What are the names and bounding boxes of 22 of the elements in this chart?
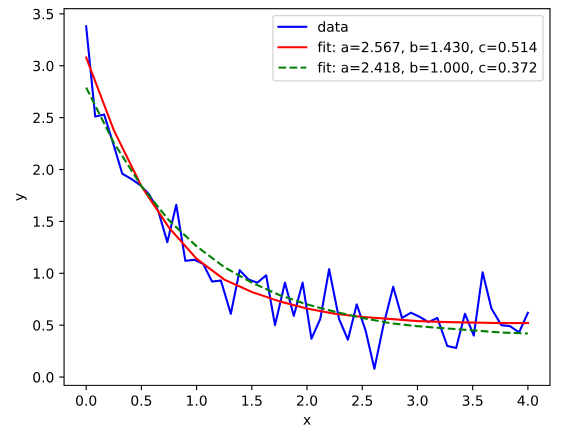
x-axis-title: x xyxy=(303,417,311,425)
legend-label: fit: a=2.418, b=1.000, c=0.372 xyxy=(318,62,536,74)
x-tick-label: 2.0 xyxy=(297,395,318,406)
y-tick-label: 2.0 xyxy=(33,164,54,175)
x-tick-label: 3.0 xyxy=(407,395,428,406)
y-axis-title: y xyxy=(16,193,27,201)
x-tick-label: 1.0 xyxy=(187,395,207,406)
y-tick-label: 1.0 xyxy=(34,268,54,279)
y-tick-label: 3.5 xyxy=(33,8,54,20)
x-tick-label: 2.5 xyxy=(352,395,372,406)
legend-label: fit: a=2.567, b=1.430, c=0.514 xyxy=(318,42,537,54)
x-tick-label: 0.0 xyxy=(76,395,96,406)
x-tick-label: 1.5 xyxy=(242,396,262,406)
y-tick-label: 1.5 xyxy=(34,216,54,227)
x-tick-label: 0.5 xyxy=(131,395,152,406)
y-tick-label: 0.0 xyxy=(33,372,54,383)
y-tick-label: 0.5 xyxy=(33,320,54,331)
x-tick-label: 3.5 xyxy=(462,395,483,406)
y-tick-label: 3.0 xyxy=(33,60,54,72)
y-tick-label: 2.5 xyxy=(33,112,54,124)
x-tick-label: 4.0 xyxy=(518,395,538,406)
legend-label: data xyxy=(318,21,348,32)
